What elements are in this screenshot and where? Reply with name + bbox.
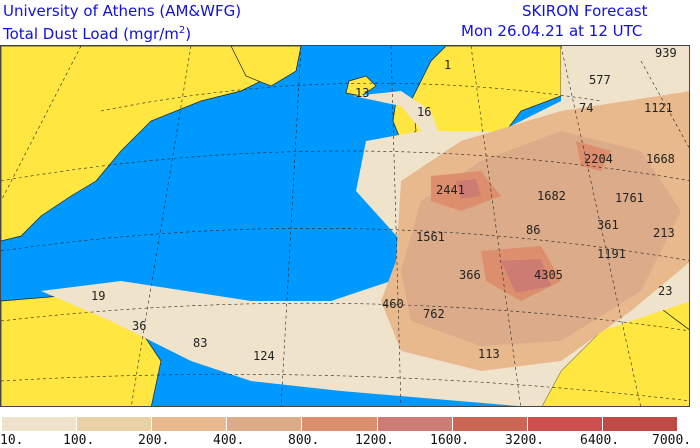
map-value-label: 19: [91, 289, 106, 303]
map-value-label: 1561: [416, 230, 445, 244]
map-value-label: 2204: [584, 152, 613, 166]
dust-map: 939 577 74 1121 1 13 16 2204 1668 2441 1…: [0, 45, 690, 407]
legend-tick: 200.: [138, 433, 170, 448]
legend-tick: 7000.: [652, 433, 692, 448]
map-value-label: 4305: [534, 268, 563, 282]
legend-swatch: [452, 417, 528, 431]
map-value-label: 83: [193, 336, 208, 350]
product-title-sup: 2: [178, 25, 186, 36]
legend-tick: 1600.: [430, 433, 470, 448]
iceland: [345, 75, 377, 97]
map-value-label: 23: [658, 284, 673, 298]
legend-tick: 800.: [288, 433, 320, 448]
map-value-label: 16: [417, 105, 432, 119]
map-graphics: [1, 46, 689, 406]
map-value-label: 13: [355, 86, 370, 100]
map-value-label: 213: [653, 226, 675, 240]
map-value-label: 113: [478, 347, 500, 361]
dust-1600: [456, 179, 551, 293]
product-title-end: ): [185, 25, 192, 43]
graticule: [1, 46, 689, 406]
legend-tick: 100.: [63, 433, 95, 448]
legend-swatch: [527, 417, 603, 431]
dust-field: [41, 46, 689, 406]
map-value-label: 1682: [537, 189, 566, 203]
dust-10-plume: [353, 91, 441, 141]
map-value-label: 762: [423, 307, 445, 321]
legend-swatch: [602, 417, 678, 431]
map-value-label: 577: [589, 73, 611, 87]
model-title: SKIRON Forecast: [522, 2, 648, 20]
legend-tick: 10.: [0, 433, 24, 448]
map-value-label: 124: [253, 349, 275, 363]
map-value-label: 939: [655, 46, 677, 60]
legend-swatch: [302, 417, 378, 431]
map-value-label: 460: [382, 297, 404, 311]
legend-tick: 3200.: [505, 433, 545, 448]
legend-swatch: [152, 417, 228, 431]
product-title: Total Dust Load (mgr/m2): [3, 22, 191, 43]
map-value-label: 86: [526, 223, 541, 237]
map-value-label: 366: [459, 268, 481, 282]
map-value-label: 1: [444, 58, 452, 72]
legend-swatch: [77, 417, 153, 431]
legend-tick: 1200.: [355, 433, 395, 448]
valid-time: Mon 26.04.21 at 12 UTC: [461, 22, 643, 40]
product-title-text: Total Dust Load (mgr/m: [3, 25, 179, 43]
map-value-label: 361: [597, 218, 619, 232]
map-value-label: 74: [579, 101, 594, 115]
color-legend: [2, 417, 678, 431]
map-value-label: 1121: [644, 101, 673, 115]
greenland: [230, 46, 302, 87]
map-value-label: 2441: [436, 183, 465, 197]
legend-swatch: [377, 417, 453, 431]
legend-tick: 400.: [213, 433, 245, 448]
map-value-label: 1761: [615, 191, 644, 205]
institution-title: University of Athens (AM&WFG): [3, 2, 242, 20]
legend-tick: 6400.: [580, 433, 620, 448]
map-value-label: 1668: [646, 152, 675, 166]
legend-swatch: [2, 417, 78, 431]
map-value-label: 1191: [597, 247, 626, 261]
map-value-label: 36: [132, 319, 147, 333]
legend-swatch: [227, 417, 303, 431]
